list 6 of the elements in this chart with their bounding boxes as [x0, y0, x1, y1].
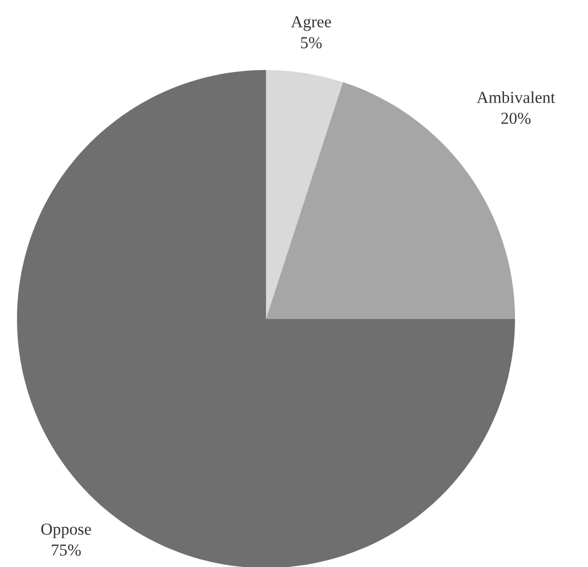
- data-label: 20%: [501, 112, 531, 124]
- data-label: 5%: [301, 37, 322, 48]
- slice-label: Ambivalent: [476, 91, 556, 104]
- data-label: 75%: [52, 544, 81, 556]
- slice-label: Agree: [290, 16, 331, 31]
- slice-label: Oppose: [41, 524, 91, 538]
